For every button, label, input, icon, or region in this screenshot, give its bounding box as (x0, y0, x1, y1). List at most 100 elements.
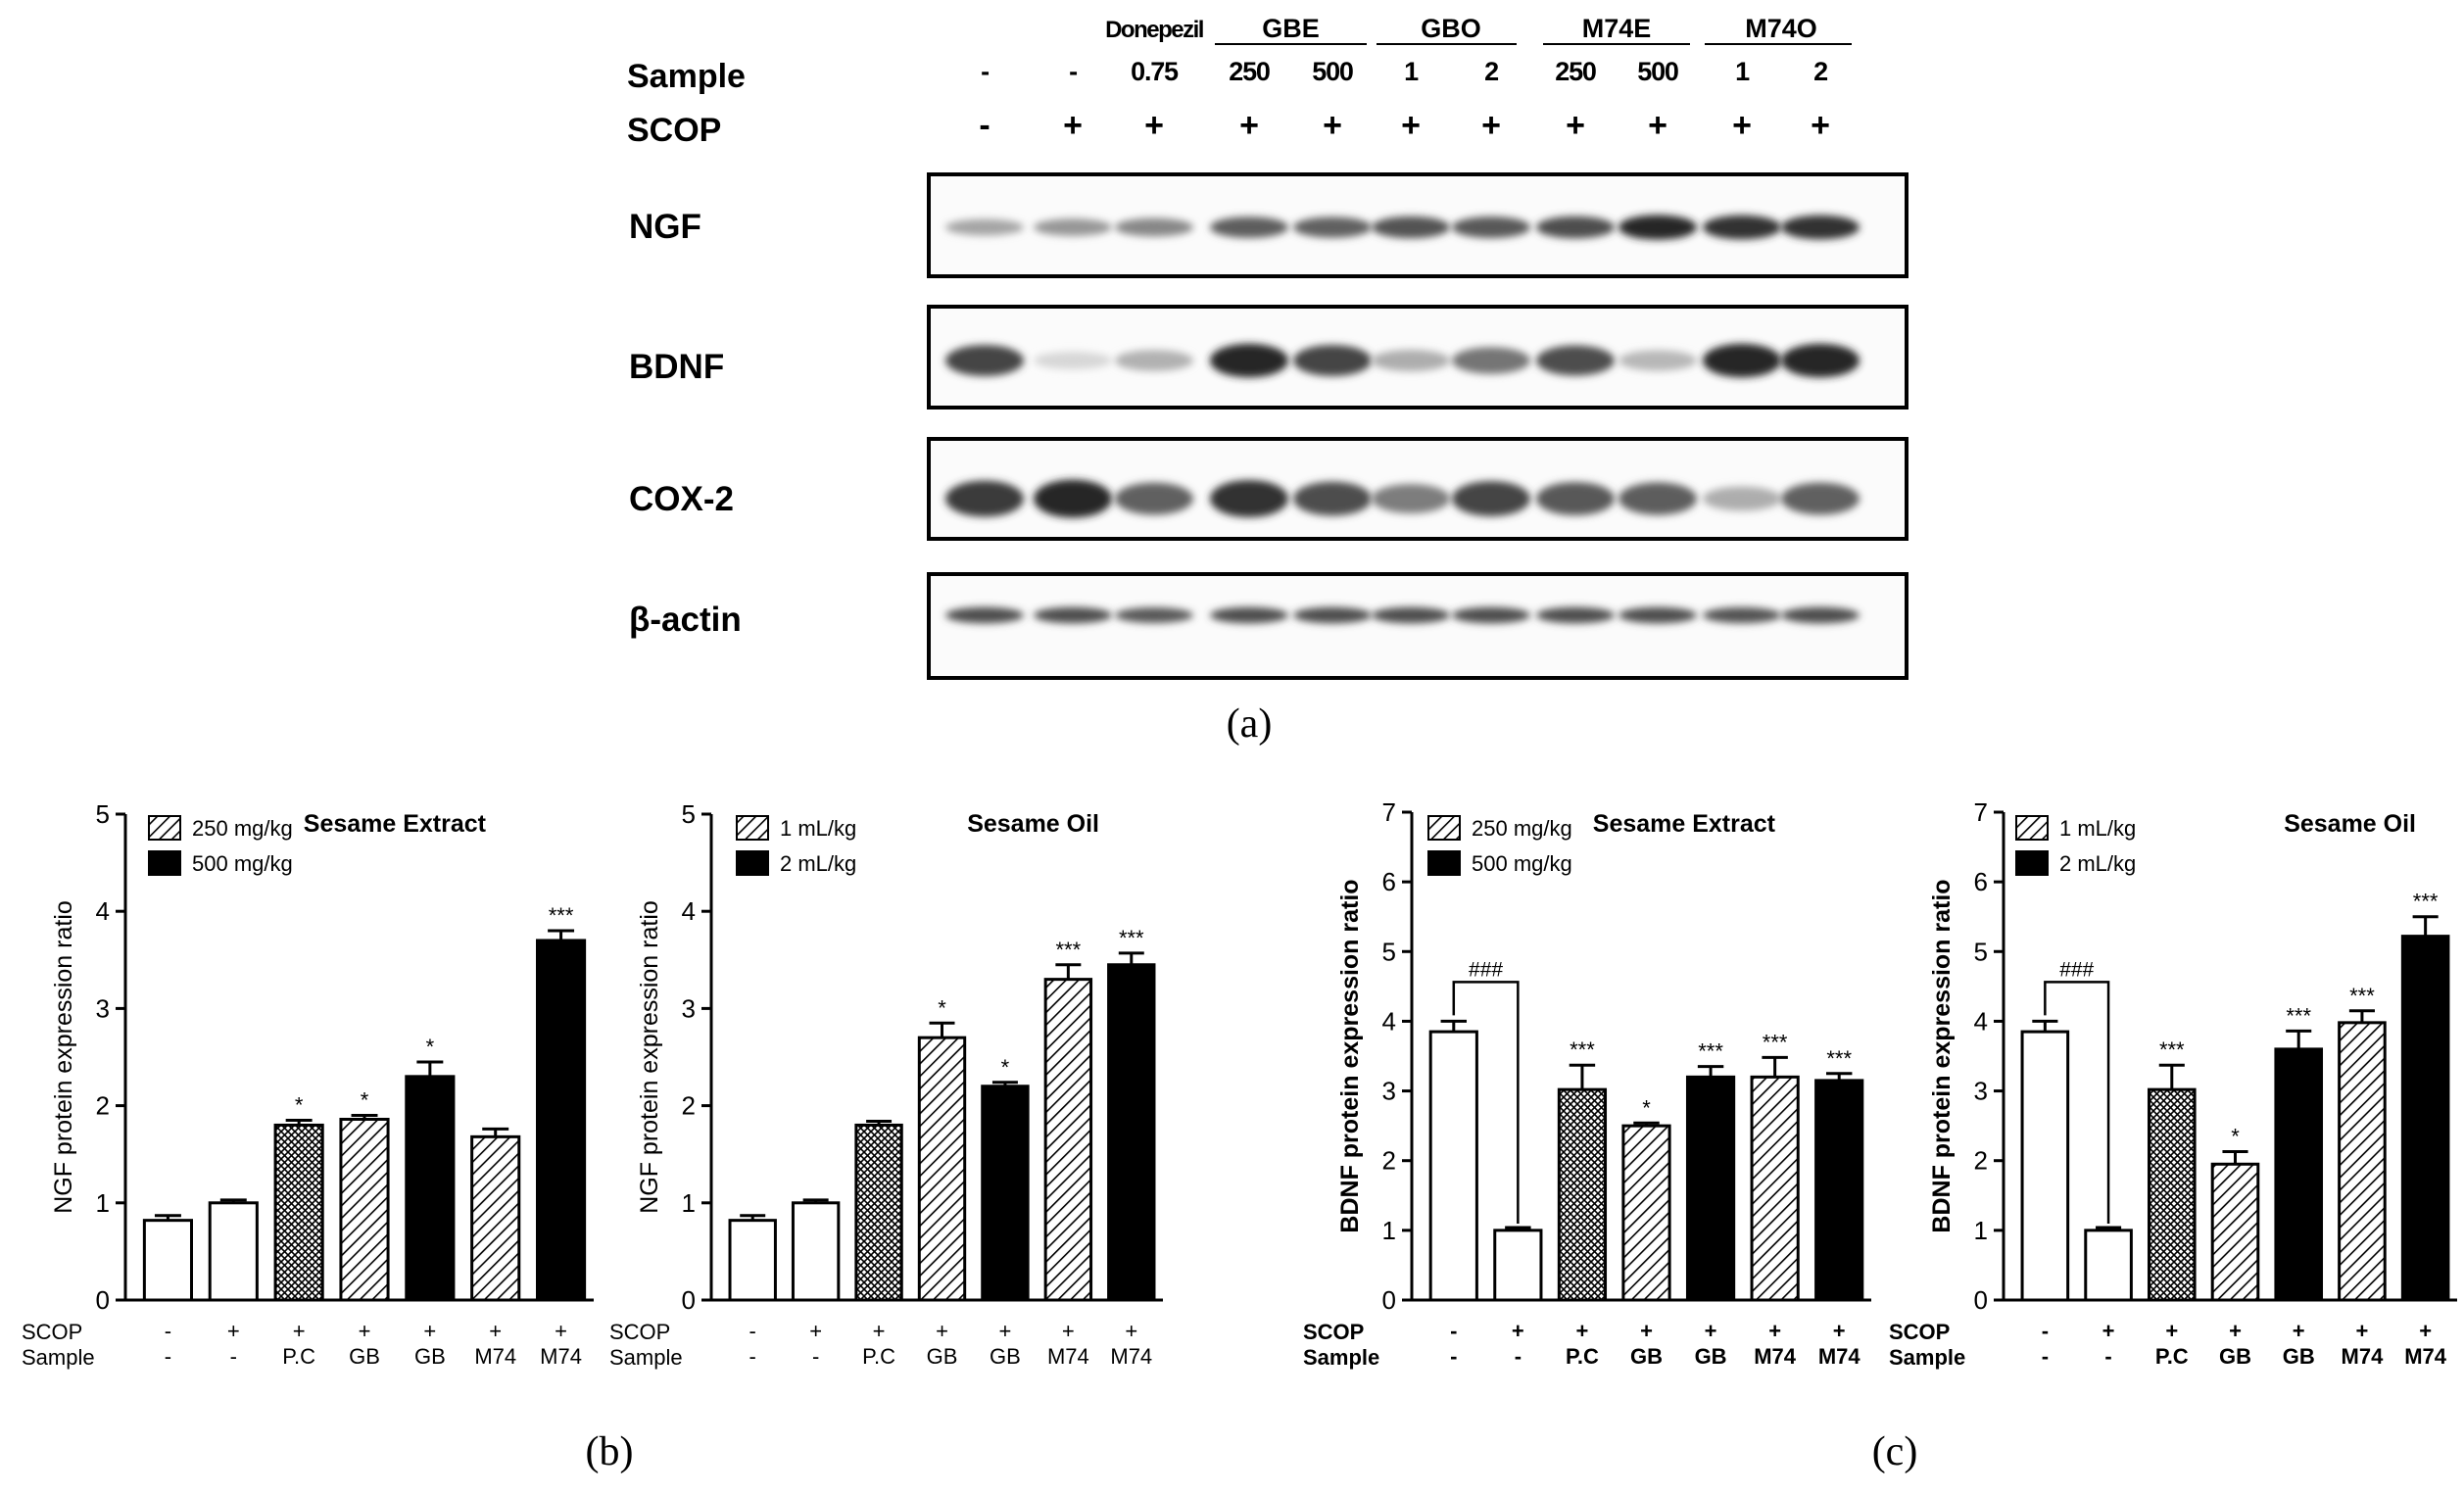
bar (1814, 1079, 1864, 1302)
blot-protein-label: BDNF (629, 348, 724, 386)
blot-band (1372, 350, 1450, 371)
x-category-label: GB (2219, 1344, 2251, 1369)
y-tick-label: 4 (1974, 1006, 1988, 1036)
blot-sample-value: 1 (1404, 57, 1419, 86)
bar (917, 1036, 967, 1302)
blot-band (1781, 606, 1860, 624)
legend-label: 2 mL/kg (780, 851, 856, 876)
y-tick-label: 3 (1974, 1077, 1988, 1106)
blot-rows: NGF BDNF COX-2 β-actin (629, 172, 1908, 680)
x-scop-value: + (227, 1319, 240, 1343)
significance-mark: *** (1119, 926, 1144, 950)
chart-c-right: 0 1 2 3 4 5 6 7 BDNF protein expression ratio Ses… (1889, 797, 2457, 1370)
significance-mark: * (361, 1088, 369, 1113)
x-category-label: M74 (2404, 1344, 2447, 1369)
y-tick-label: 0 (1382, 1285, 1396, 1315)
y-tick-label: 2 (682, 1091, 696, 1121)
blot-group-header: GBO (1421, 14, 1481, 43)
blot-scop-value: + (1566, 107, 1585, 144)
legend-label: 2 mL/kg (2059, 851, 2136, 876)
legend-label: 500 mg/kg (1472, 851, 1572, 876)
x-scop-value: + (936, 1319, 948, 1343)
blot-scop-value: + (1811, 107, 1830, 144)
chart-title: Sesame Oil (2284, 810, 2416, 838)
x-category-label: M74 (1754, 1344, 1797, 1369)
blot-scop-value: + (1732, 107, 1752, 144)
blot-scop-value: + (1481, 107, 1501, 144)
bar (1493, 1229, 1543, 1302)
bar (981, 1085, 1030, 1302)
bar (791, 1201, 841, 1302)
x-scop-value: + (2355, 1319, 2368, 1343)
x-category-label: - (2104, 1344, 2111, 1369)
blot-sample-value: 0.75 (1131, 57, 1179, 86)
bar (728, 1219, 777, 1302)
blot-band (1115, 607, 1193, 623)
y-tick-label: 7 (1382, 797, 1396, 827)
y-tick-label: 6 (1974, 867, 1988, 896)
blot-scop-value: + (1144, 107, 1164, 144)
bracket-label: ### (1469, 958, 1503, 981)
significance-mark: * (1001, 1055, 1010, 1080)
chart-c-left: 0 1 2 3 4 5 6 7 BDNF protein expression ratio Ses… (1303, 797, 1871, 1370)
x-category-label: P.C (1566, 1344, 1599, 1369)
y-tick-label: 7 (1974, 797, 1988, 827)
y-tick-label: 5 (1382, 937, 1396, 966)
blot-scop-value: + (1239, 107, 1259, 144)
bar (1043, 978, 1093, 1302)
significance-bracket (1452, 981, 1520, 1225)
x-scop-value: + (809, 1319, 822, 1343)
x-category-label: GB (1630, 1344, 1663, 1369)
blot-sample-value: - (981, 57, 989, 86)
blot-band (1372, 606, 1450, 624)
blot-sample-value: 500 (1312, 57, 1353, 86)
blot-band (1703, 606, 1781, 624)
x-scop-value: + (423, 1319, 436, 1343)
y-axis-label: BDNF protein expression ratio (1928, 879, 1956, 1232)
blot-band (1703, 486, 1781, 511)
y-tick-label: 5 (1974, 937, 1988, 966)
x-category-label: GB (990, 1344, 1021, 1369)
x-category-label: - (2042, 1344, 2049, 1369)
bar (470, 1134, 521, 1302)
blot-band (945, 480, 1024, 517)
blot-band (1034, 479, 1112, 518)
blot-group-header: M74O (1745, 14, 1817, 43)
x-category-label: GB (414, 1344, 446, 1369)
x-scop-value: + (1575, 1319, 1588, 1343)
y-tick-label: 2 (1382, 1146, 1396, 1176)
blot-band (1619, 606, 1697, 624)
bracket-label: ### (2059, 958, 2094, 981)
x-scop-value: + (1640, 1319, 1653, 1343)
legend-label: 1 mL/kg (780, 816, 856, 841)
x-category-label: - (749, 1344, 756, 1369)
blot-membrane (927, 572, 1908, 680)
x-category-label: P.C (862, 1344, 895, 1369)
x-category-label: M74 (2342, 1344, 2385, 1369)
x-scop-value: + (1768, 1319, 1781, 1343)
panel-label-a: (a) (1227, 701, 1273, 747)
blot-band (1619, 482, 1697, 515)
x-category-label: P.C (2155, 1344, 2189, 1369)
blot-band (1210, 479, 1288, 518)
x-scop-value: - (2042, 1319, 2049, 1343)
x-scop-value: + (2102, 1319, 2115, 1343)
x-category-label: P.C (282, 1344, 315, 1369)
blot-band (1210, 217, 1288, 238)
blot-scop-values: - + + + + + + + + + + (979, 107, 1830, 144)
significance-mark: *** (1056, 938, 1082, 962)
blot-band (1536, 482, 1615, 515)
blot-band (1115, 217, 1193, 237)
blot-protein-label: COX-2 (629, 480, 734, 518)
significance-mark: * (295, 1092, 304, 1117)
y-tick-label: 0 (1974, 1285, 1988, 1315)
blot-protein-label: NGF (629, 208, 701, 246)
x-sample-row-label: Sample (1303, 1345, 1379, 1370)
blot-band (1781, 215, 1860, 240)
y-tick-label: 4 (96, 896, 110, 926)
x-category-label: M74 (1047, 1344, 1089, 1369)
bar (1685, 1075, 1736, 1302)
panel-label-c: (c) (1872, 1429, 1918, 1474)
x-scop-row-label: SCOP (1889, 1320, 1950, 1344)
x-scop-value: + (1062, 1319, 1075, 1343)
